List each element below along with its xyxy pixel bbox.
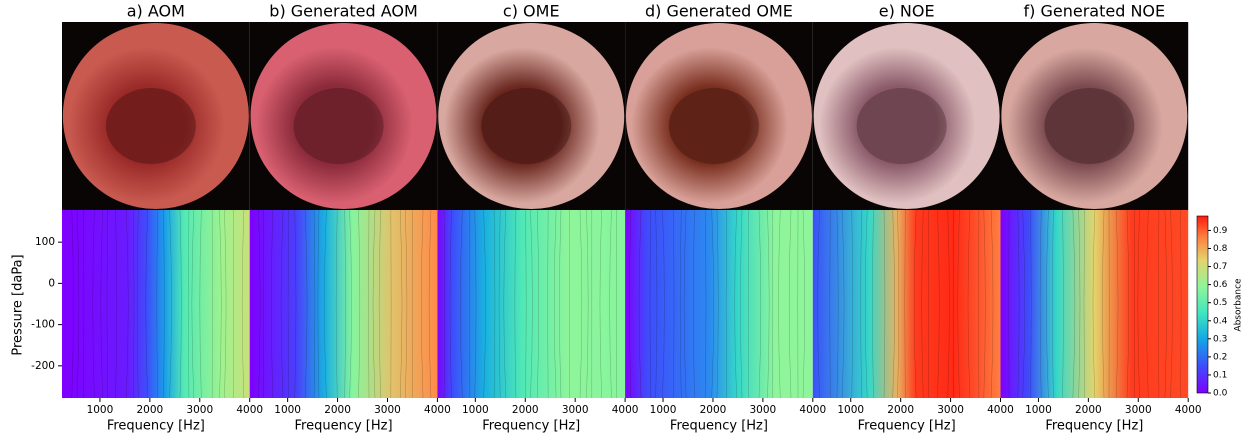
x-tick-label: 4000 — [987, 404, 1014, 416]
x-tick-label: 1000 — [1025, 404, 1052, 416]
x-axis-label: Frequency [Hz] — [670, 419, 768, 434]
y-tick-label: 0 — [48, 277, 55, 289]
x-axis-label: Frequency [Hz] — [295, 419, 393, 434]
eardrum — [106, 88, 196, 164]
x-tick-label: 1000 — [650, 404, 677, 416]
panel-title: c) OME — [503, 2, 560, 21]
colorbar-tick-label: 0.8 — [1213, 244, 1228, 254]
panel-title: f) Generated NOE — [1024, 2, 1166, 21]
heatmap — [250, 210, 438, 398]
eardrum — [294, 88, 384, 164]
x-tick-label: 1000 — [462, 404, 489, 416]
figure: Pressure [daPa] a) AOM1000200030004000Fr… — [0, 0, 1248, 438]
colorbar-tick-label: 0.3 — [1213, 334, 1227, 344]
x-tick-label: 1000 — [274, 404, 301, 416]
panel-title: d) Generated OME — [645, 2, 793, 21]
colorbar-tick-label: 0.5 — [1213, 298, 1227, 308]
eardrum — [481, 88, 571, 164]
y-tick-label: -100 — [31, 319, 55, 331]
x-tick-label: 1000 — [837, 404, 864, 416]
heatmap — [437, 210, 625, 398]
x-tick-label: 2000 — [700, 404, 727, 416]
colorbar-label: Absorbance — [1234, 278, 1244, 332]
heatmap — [813, 210, 1001, 398]
x-axis-label: Frequency [Hz] — [858, 419, 956, 434]
y-tick-label: -200 — [31, 360, 55, 372]
x-tick-label: 3000 — [562, 404, 589, 416]
x-tick-label: 4000 — [236, 404, 263, 416]
x-tick-label: 2000 — [136, 404, 163, 416]
colorbar-tick-label: 0.9 — [1213, 226, 1228, 236]
x-tick-label: 4000 — [612, 404, 639, 416]
colorbar-tick-label: 0.4 — [1213, 316, 1228, 326]
x-tick-label: 4000 — [799, 404, 826, 416]
x-axis-label: Frequency [Hz] — [1045, 419, 1143, 434]
colorbar-tick-label: 0.1 — [1213, 370, 1227, 380]
x-tick-label: 4000 — [424, 404, 451, 416]
x-tick-label: 4000 — [1175, 404, 1202, 416]
eardrum — [857, 88, 947, 164]
x-tick-label: 3000 — [750, 404, 777, 416]
panel-title: b) Generated AOM — [269, 2, 418, 21]
heatmap — [625, 210, 813, 398]
x-tick-label: 1000 — [87, 404, 114, 416]
panel-title: a) AOM — [127, 2, 185, 21]
eardrum — [1044, 88, 1134, 164]
colorbar-tick-label: 0.7 — [1213, 262, 1227, 272]
eardrum — [669, 88, 759, 164]
x-tick-label: 3000 — [374, 404, 401, 416]
panel-title: e) NOE — [879, 2, 935, 21]
colorbar-tick-label: 0.6 — [1213, 280, 1228, 290]
colorbar-tick-label: 0.0 — [1213, 389, 1228, 399]
colorbar-tick-label: 0.2 — [1213, 352, 1227, 362]
x-tick-label: 3000 — [937, 404, 964, 416]
x-axis-label: Frequency [Hz] — [482, 419, 580, 434]
x-tick-label: 3000 — [186, 404, 213, 416]
colorbar — [1197, 216, 1208, 393]
y-tick-label: 100 — [35, 236, 55, 248]
page: {"figure": { "panels": [ {"title": "a) A… — [0, 0, 1248, 438]
y-axis-label: Pressure [daPa] — [11, 254, 26, 355]
x-tick-label: 2000 — [887, 404, 914, 416]
x-tick-label: 2000 — [512, 404, 539, 416]
x-tick-label: 2000 — [1075, 404, 1102, 416]
x-tick-label: 3000 — [1125, 404, 1152, 416]
x-tick-label: 2000 — [324, 404, 351, 416]
x-axis-label: Frequency [Hz] — [107, 419, 205, 434]
heatmap — [62, 210, 250, 398]
heatmap — [1001, 210, 1189, 398]
